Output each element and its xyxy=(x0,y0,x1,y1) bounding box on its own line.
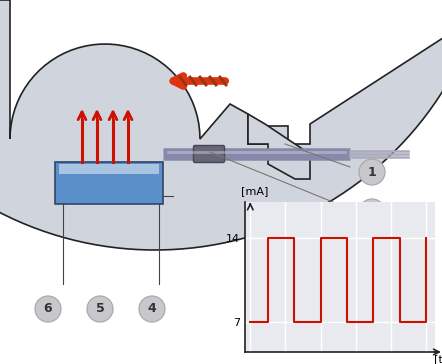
Bar xyxy=(59,164,159,174)
Circle shape xyxy=(359,199,385,225)
Bar xyxy=(55,162,163,204)
Text: 2: 2 xyxy=(368,206,377,218)
Polygon shape xyxy=(248,114,310,179)
Text: [mA]: [mA] xyxy=(241,186,269,196)
Text: 5: 5 xyxy=(95,302,104,316)
Text: 4: 4 xyxy=(148,302,156,316)
Circle shape xyxy=(403,203,429,229)
Circle shape xyxy=(139,296,165,322)
Text: [t]: [t] xyxy=(434,355,442,364)
Text: 3: 3 xyxy=(412,210,420,222)
Text: 1: 1 xyxy=(368,166,377,178)
Text: 6: 6 xyxy=(44,302,52,316)
Polygon shape xyxy=(0,0,442,250)
Circle shape xyxy=(359,159,385,185)
Circle shape xyxy=(87,296,113,322)
FancyBboxPatch shape xyxy=(194,146,225,162)
Circle shape xyxy=(35,296,61,322)
